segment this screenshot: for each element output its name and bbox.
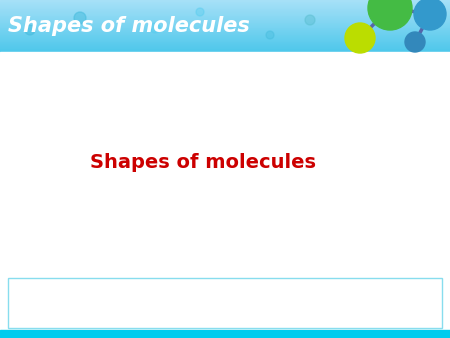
Bar xyxy=(0,35,450,37)
Bar xyxy=(0,9,450,10)
Bar xyxy=(0,40,450,42)
Bar xyxy=(0,17,450,19)
Circle shape xyxy=(266,31,274,39)
Bar xyxy=(0,42,450,43)
Circle shape xyxy=(196,8,204,16)
Bar xyxy=(0,16,450,17)
Circle shape xyxy=(150,23,160,33)
Bar xyxy=(0,0,450,2)
Bar xyxy=(0,2,450,3)
Bar xyxy=(0,43,450,45)
Bar xyxy=(0,45,450,47)
Circle shape xyxy=(305,15,315,25)
Text: Shapes of molecules: Shapes of molecules xyxy=(8,16,250,36)
Circle shape xyxy=(368,0,412,30)
Bar xyxy=(0,12,450,14)
Bar xyxy=(0,10,450,12)
Text: Shapes of molecules: Shapes of molecules xyxy=(90,153,316,172)
Bar xyxy=(0,29,450,31)
Bar xyxy=(0,52,450,338)
Bar xyxy=(0,19,450,21)
Bar xyxy=(0,24,450,26)
Bar xyxy=(0,31,450,33)
Bar xyxy=(0,38,450,40)
Bar xyxy=(0,330,450,338)
Bar xyxy=(0,26,450,28)
Bar xyxy=(0,23,450,24)
Bar xyxy=(0,7,450,9)
Bar xyxy=(0,28,450,29)
Circle shape xyxy=(25,25,35,35)
Circle shape xyxy=(345,23,375,53)
Bar xyxy=(0,47,450,49)
Bar xyxy=(0,49,450,50)
Bar xyxy=(8,278,442,328)
Bar xyxy=(0,14,450,16)
Bar xyxy=(0,37,450,38)
Bar xyxy=(0,50,450,52)
Circle shape xyxy=(405,32,425,52)
Bar xyxy=(0,33,450,35)
Bar xyxy=(0,5,450,7)
Bar xyxy=(0,3,450,5)
Circle shape xyxy=(414,0,446,30)
Circle shape xyxy=(74,12,86,24)
Bar xyxy=(0,21,450,23)
